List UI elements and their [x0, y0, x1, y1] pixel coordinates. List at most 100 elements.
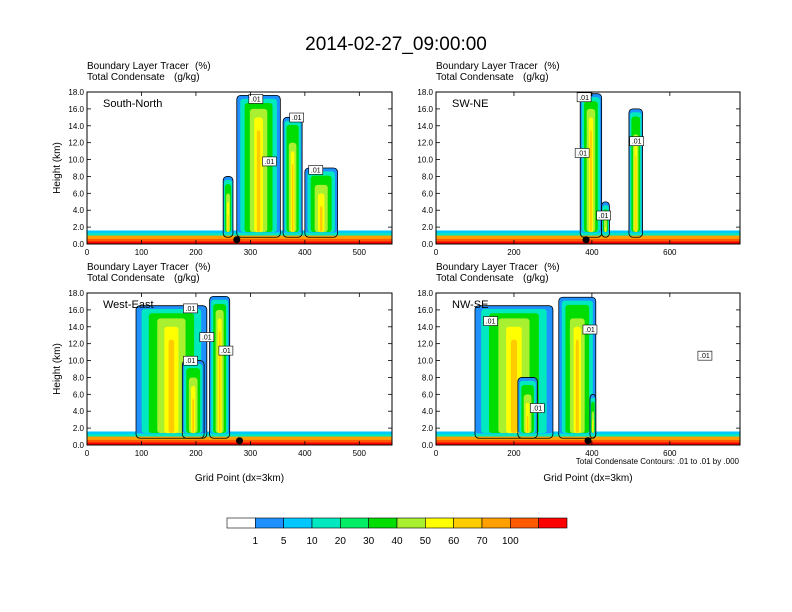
plot-area: .01 .01 .01 .01 [87, 293, 392, 445]
contour-label-box [574, 148, 590, 158]
location-marker [233, 236, 241, 244]
tower-shading [575, 339, 579, 434]
location-marker [584, 437, 592, 445]
contour-label-box [248, 94, 264, 104]
x-tick-label: 400 [585, 248, 599, 257]
contour-label: .01 [700, 353, 710, 360]
panel-name: NW-SE [452, 299, 488, 311]
plot-background [87, 293, 392, 445]
panel-south-north: .01 .01 .01 .01 0.0 2.0 4.0 6.0 8.0 10.0 12.0 14.0 1… [52, 61, 393, 257]
colorbar-swatch [510, 517, 539, 529]
location-marker [582, 236, 590, 244]
subtitle-tracer-units: (%) [544, 262, 560, 273]
y-tick-label: 4.0 [422, 407, 434, 416]
y-tick-label: 18.0 [417, 88, 433, 97]
contour-label-box [308, 165, 324, 175]
subtitle-tracer-units: (%) [544, 61, 560, 72]
x-axis-label: Grid Point (dx=3km) [543, 473, 632, 484]
x-tick-label: 400 [585, 449, 599, 458]
plot-frame [86, 91, 393, 245]
x-tick-label: 300 [244, 248, 258, 257]
panel-name: West-East [103, 299, 154, 311]
x-tick-label: 600 [663, 449, 677, 458]
figure-title: 2014-02-27_09:00:00 [305, 34, 487, 55]
y-tick-label: 4.0 [73, 407, 85, 416]
subtitle-condensate-units: (g/kg) [174, 273, 200, 284]
tower-shading [192, 398, 195, 434]
contour-label-box [183, 303, 198, 314]
tower-shading [590, 130, 592, 233]
plot-frame [435, 292, 741, 446]
boundary-layer-band [87, 241, 392, 244]
tower-shading [510, 339, 518, 434]
y-tick-label: 0.0 [73, 240, 85, 249]
colorbar-label: 40 [391, 536, 403, 547]
colorbar-swatch [255, 517, 284, 529]
condensate-contour [628, 108, 643, 238]
condensate-contour [222, 176, 234, 238]
subtitle-condensate-units: (g/kg) [523, 72, 549, 83]
plot-frame [435, 91, 741, 245]
x-tick-label: 200 [507, 248, 521, 257]
plot-frame [86, 292, 393, 446]
plot-area: .01 .01 .01 .01 [436, 92, 740, 244]
subtitle-tracer: Boundary Layer Tracer [87, 262, 189, 273]
x-tick-label: 500 [353, 248, 367, 257]
x-tick-label: 400 [298, 449, 312, 458]
y-tick-label: 8.0 [73, 172, 85, 181]
tower-shading [256, 130, 261, 233]
contour-label-box [199, 332, 215, 342]
y-tick-label: 10.0 [68, 156, 84, 165]
y-tick-label: 10.0 [68, 357, 84, 366]
y-tick-label: 4.0 [422, 206, 434, 215]
subtitle-tracer-units: (%) [195, 61, 211, 72]
colorbar-label: 20 [335, 536, 347, 547]
x-tick-label: 500 [353, 449, 367, 458]
x-tick-label: 300 [244, 449, 258, 458]
contour-label: .01 [202, 335, 212, 342]
contour-label: .01 [585, 327, 595, 334]
y-tick-label: 12.0 [68, 139, 84, 148]
location-marker [236, 437, 243, 445]
colorbar-swatch [396, 517, 426, 529]
y-tick-label: 14.0 [417, 122, 433, 131]
y-tick-label: 8.0 [73, 373, 85, 382]
tower-shading [603, 218, 608, 233]
tower-shading [592, 419, 594, 434]
contour-label: .01 [186, 306, 196, 313]
y-tick-label: 0.0 [73, 441, 85, 450]
colorbar-swatch [340, 517, 369, 529]
y-tick-label: 8.0 [422, 373, 434, 382]
y-tick-label: 2.0 [422, 424, 434, 433]
subtitle-tracer: Boundary Layer Tracer [436, 262, 538, 273]
y-tick-label: 4.0 [73, 206, 85, 215]
x-tick-label: 0 [85, 248, 90, 257]
contour-label-box [596, 210, 611, 221]
colorbar-label: 5 [281, 536, 287, 547]
tower-shading [635, 155, 637, 233]
subtitle-condensate: Total Condensate [87, 72, 165, 83]
contour-label: .01 [292, 115, 302, 122]
contour-label: .01 [599, 213, 609, 220]
y-tick-label: 16.0 [68, 306, 84, 315]
colorbar-swatch [368, 517, 398, 529]
y-axis-label: Height (km) [52, 343, 63, 395]
tower-shading [168, 339, 175, 434]
contour-label: .01 [486, 319, 496, 326]
panel-name: SW-NE [452, 98, 488, 110]
colorbar-label: 70 [476, 536, 488, 547]
colorbar-label: 1 [253, 536, 259, 547]
y-tick-label: 2.0 [73, 424, 85, 433]
condensate-contour [558, 296, 597, 439]
y-tick-label: 12.0 [68, 340, 84, 349]
y-tick-label: 0.0 [422, 240, 434, 249]
contour-label-box [483, 316, 498, 326]
plot-area: .01 .01 .01 .01 [87, 92, 392, 244]
x-tick-label: 200 [189, 248, 203, 257]
contour-label-box [576, 92, 592, 103]
condensate-contour [209, 295, 231, 439]
subtitle-condensate-units: (g/kg) [174, 72, 200, 83]
contour-label: .01 [311, 167, 321, 174]
contour-label-box [218, 345, 234, 356]
